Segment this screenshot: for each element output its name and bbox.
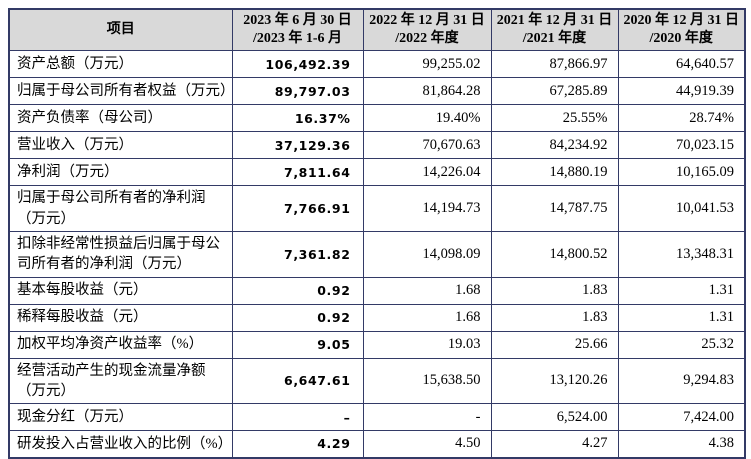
table-row-deducted-net-profit: 扣除非经常性损益后归属于母公司所有者的净利润（万元） 7,361.82 14,0…	[8, 230, 746, 278]
row-label: 扣除非经常性损益后归属于母公司所有者的净利润（万元）	[8, 230, 233, 278]
value-2020: 13,348.31	[617, 230, 746, 278]
header-period-2022-line1: 2022 年 12 月 31 日	[369, 13, 485, 28]
value-2022: 70,670.63	[362, 131, 492, 160]
value-2023: 7,811.64	[231, 158, 364, 187]
value-2022: 4.50	[362, 430, 492, 459]
value-2023: 0.92	[231, 276, 364, 305]
header-period-2023-line2: /2023 年 1-6 月	[252, 31, 343, 47]
value-2022: 1.68	[362, 303, 492, 332]
value-2021: 84,234.92	[490, 131, 619, 160]
financial-summary-table-wrap: 项目 2023 年 6 月 30 日 /2023 年 1-6 月 2022 年 …	[8, 8, 746, 459]
value-2020: 10,041.53	[617, 185, 746, 232]
value-2020: 64,640.57	[617, 50, 746, 79]
header-item: 项目	[8, 8, 233, 52]
table-row-net-profit: 净利润（万元） 7,811.64 14,226.04 14,880.19 10,…	[8, 158, 746, 187]
value-2022: 14,226.04	[362, 158, 492, 187]
row-label: 研发投入占营业收入的比例（%）	[8, 430, 233, 459]
value-2021: 14,787.75	[490, 185, 619, 232]
value-2023: 9.05	[231, 330, 364, 359]
value-2021: 1.83	[490, 303, 619, 332]
value-2023: 0.92	[231, 303, 364, 332]
value-2020: 44,919.39	[617, 77, 746, 106]
value-2021: 14,880.19	[490, 158, 619, 187]
value-2022: 14,194.73	[362, 185, 492, 232]
value-2020: 9,294.83	[617, 357, 746, 405]
value-2023: 7,361.82	[231, 230, 364, 278]
value-2021: 25.66	[490, 330, 619, 359]
value-2022: 15,638.50	[362, 357, 492, 405]
row-label: 净利润（万元）	[8, 158, 233, 187]
table-row-cash-dividend: 现金分红（万元） – - 6,524.00 7,424.00	[8, 403, 746, 432]
value-2023: 37,129.36	[231, 131, 364, 160]
row-label: 稀释每股收益（元）	[8, 303, 233, 332]
value-2023: –	[231, 403, 364, 432]
value-2020: 7,424.00	[617, 403, 746, 432]
row-label: 归属于母公司所有者的净利润（万元）	[8, 185, 233, 232]
value-2022: -	[362, 403, 492, 432]
table-header: 项目 2023 年 6 月 30 日 /2023 年 1-6 月 2022 年 …	[8, 8, 746, 52]
table-row-total-assets: 资产总额（万元） 106,492.39 99,255.02 87,866.97 …	[8, 50, 746, 79]
value-2021: 1.83	[490, 276, 619, 305]
header-row: 项目 2023 年 6 月 30 日 /2023 年 1-6 月 2022 年 …	[8, 8, 746, 52]
value-2022: 99,255.02	[362, 50, 492, 79]
financial-summary-table: 项目 2023 年 6 月 30 日 /2023 年 1-6 月 2022 年 …	[8, 8, 746, 459]
value-2020: 25.32	[617, 330, 746, 359]
value-2020: 70,023.15	[617, 131, 746, 160]
value-2023: 4.29	[231, 430, 364, 459]
value-2021: 14,800.52	[490, 230, 619, 278]
value-2021: 67,285.89	[490, 77, 619, 106]
value-2022: 81,864.28	[362, 77, 492, 106]
value-2022: 1.68	[362, 276, 492, 305]
header-period-2022: 2022 年 12 月 31 日 /2022 年度	[362, 8, 492, 52]
header-period-2023: 2023 年 6 月 30 日 /2023 年 1-6 月	[231, 8, 364, 52]
header-period-2023-line1: 2023 年 6 月 30 日	[243, 13, 352, 28]
value-2023: 16.37%	[231, 104, 364, 133]
value-2020: 1.31	[617, 276, 746, 305]
table-row-basic-eps: 基本每股收益（元） 0.92 1.68 1.83 1.31	[8, 276, 746, 305]
table-row-debt-ratio: 资产负债率（母公司） 16.37% 19.40% 25.55% 28.74%	[8, 104, 746, 133]
table-row-operating-cash-flow: 经营活动产生的现金流量净额（万元） 6,647.61 15,638.50 13,…	[8, 357, 746, 405]
value-2021: 6,524.00	[490, 403, 619, 432]
row-label: 营业收入（万元）	[8, 131, 233, 160]
table-row-revenue: 营业收入（万元） 37,129.36 70,670.63 84,234.92 7…	[8, 131, 746, 160]
value-2021: 87,866.97	[490, 50, 619, 79]
header-period-2020-line1: 2020 年 12 月 31 日	[623, 13, 740, 28]
value-2021: 25.55%	[490, 104, 619, 133]
header-period-2021-line1: 2021 年 12 月 31 日	[496, 13, 613, 28]
table-row-weighted-roe: 加权平均净资产收益率（%） 9.05 19.03 25.66 25.32	[8, 330, 746, 359]
header-period-2021: 2021 年 12 月 31 日 /2021 年度	[490, 8, 619, 52]
value-2020: 28.74%	[617, 104, 746, 133]
row-label: 基本每股收益（元）	[8, 276, 233, 305]
table-row-rd-ratio: 研发投入占营业收入的比例（%） 4.29 4.50 4.27 4.38	[8, 430, 746, 459]
header-period-2021-line2: /2021 年度	[522, 31, 587, 47]
value-2020: 4.38	[617, 430, 746, 459]
row-label: 资产总额（万元）	[8, 50, 233, 79]
table-body: 资产总额（万元） 106,492.39 99,255.02 87,866.97 …	[8, 50, 746, 459]
value-2023: 89,797.03	[231, 77, 364, 106]
table-row-parent-net-profit: 归属于母公司所有者的净利润（万元） 7,766.91 14,194.73 14,…	[8, 185, 746, 232]
value-2020: 10,165.09	[617, 158, 746, 187]
value-2022: 19.40%	[362, 104, 492, 133]
header-period-2022-line2: /2022 年度	[395, 31, 459, 47]
table-row-diluted-eps: 稀释每股收益（元） 0.92 1.68 1.83 1.31	[8, 303, 746, 332]
row-label: 加权平均净资产收益率（%）	[8, 330, 233, 359]
row-label: 归属于母公司所有者权益（万元）	[8, 77, 233, 106]
value-2023: 6,647.61	[231, 357, 364, 405]
value-2020: 1.31	[617, 303, 746, 332]
value-2022: 14,098.09	[362, 230, 492, 278]
header-period-2020: 2020 年 12 月 31 日 /2020 年度	[617, 8, 746, 52]
value-2023: 106,492.39	[231, 50, 364, 79]
header-period-2020-line2: /2020 年度	[649, 31, 713, 47]
value-2022: 19.03	[362, 330, 492, 359]
value-2021: 13,120.26	[490, 357, 619, 405]
row-label: 资产负债率（母公司）	[8, 104, 233, 133]
value-2021: 4.27	[490, 430, 619, 459]
value-2023: 7,766.91	[231, 185, 364, 232]
row-label: 现金分红（万元）	[8, 403, 233, 432]
row-label: 经营活动产生的现金流量净额（万元）	[8, 357, 233, 405]
table-row-parent-equity: 归属于母公司所有者权益（万元） 89,797.03 81,864.28 67,2…	[8, 77, 746, 106]
